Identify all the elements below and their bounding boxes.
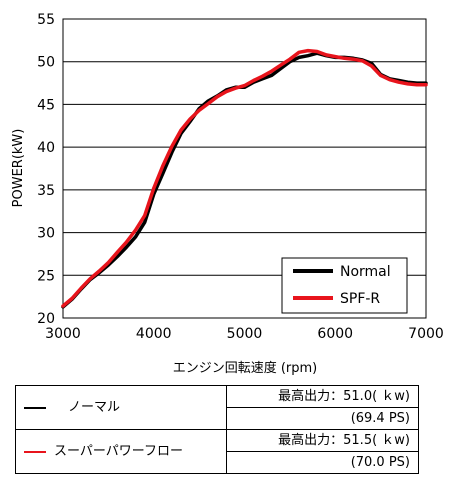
table-row: スーパーパワーフロー 最高出力：51.5( ｋw) [15, 429, 419, 474]
row-name-spf: スーパーパワーフロー [54, 444, 183, 459]
x-tick-label: 3000 [45, 326, 81, 342]
y-tick-label: 30 [37, 226, 55, 242]
legend-label-spf-r: SPF-R [340, 291, 380, 307]
plot-frame [62, 18, 427, 319]
x-tick-label: 4000 [136, 326, 172, 342]
legend-box [281, 257, 408, 314]
y-tick-labels: 20 25 30 35 40 45 50 55 [37, 12, 55, 327]
x-tick-labels: 3000 4000 5000 6000 7000 [45, 326, 444, 342]
y-tick-label: 55 [37, 12, 55, 28]
x-tick-label: 7000 [408, 326, 444, 342]
spec-table: ノーマル 最高出力：51.0( ｋw) (69.4 PS) スーパーパワーフロー… [15, 385, 419, 474]
max-output-cell: 最高出力：51.0( ｋw) [226, 385, 419, 408]
table-row: ノーマル 最高出力：51.0( ｋw) [15, 385, 419, 430]
max-output-cell: 最高出力：51.5( ｋw) [226, 429, 419, 452]
y-axis-label: POWER(kW) [11, 129, 26, 208]
line-swatch-spf [24, 450, 46, 453]
y-tick-label: 35 [37, 183, 55, 199]
series-line-spf-r [61, 48, 428, 308]
row-name-normal: ノーマル [68, 400, 121, 415]
grid-lines [63, 61, 426, 276]
table-row: (70.0 PS) [16, 451, 419, 474]
x-tick-label: 5000 [227, 326, 263, 342]
y-tick-label: 45 [37, 97, 55, 113]
row-name-cell: スーパーパワーフロー [15, 429, 227, 474]
y-tick-label: 40 [37, 140, 55, 156]
legend-label-normal: Normal [340, 264, 391, 280]
series-lines [61, 48, 428, 309]
y-tick-label: 50 [37, 55, 55, 71]
y-tick-label: 20 [37, 311, 55, 327]
y-tick-label: 25 [37, 268, 55, 284]
ps-cell: (70.0 PS) [226, 451, 419, 474]
x-axis-label: エンジン回転速度 (rpm) [173, 360, 318, 376]
legend: Normal SPF-R [281, 257, 408, 314]
line-swatch-normal [24, 406, 46, 409]
ps-cell: (69.4 PS) [226, 407, 419, 430]
row-name-cell: ノーマル [15, 385, 227, 430]
power-chart: 3000 4000 5000 6000 7000 20 25 30 35 40 45 50 55 エン… [11, 12, 444, 376]
x-tick-label: 6000 [317, 326, 353, 342]
